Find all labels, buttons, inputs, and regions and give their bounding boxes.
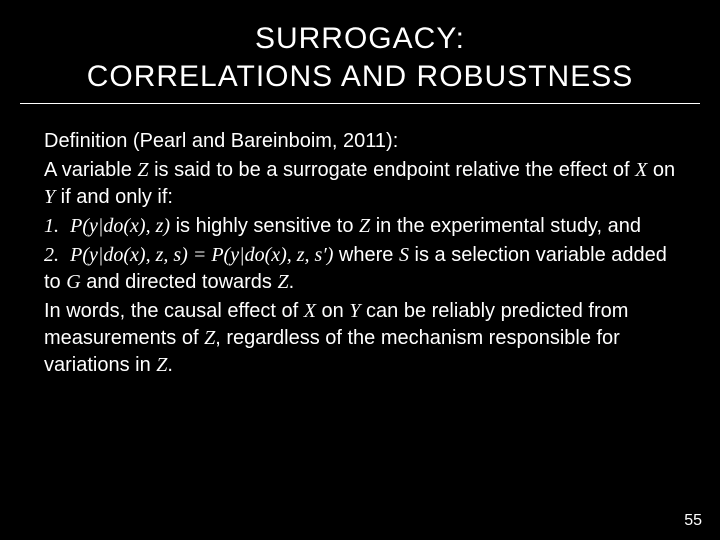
slide: SURROGACY: CORRELATIONS AND ROBUSTNESS D… <box>0 0 720 540</box>
text: is highly sensitive to <box>170 215 359 237</box>
item-number: 1. <box>44 215 59 237</box>
text: and directed towards <box>81 271 278 293</box>
definition-lead: A variable Z is said to be a surrogate e… <box>44 157 676 211</box>
title-line-1: SURROGACY: <box>0 20 720 58</box>
page-number: 55 <box>684 512 702 530</box>
text: A variable <box>44 159 137 181</box>
text: is said to be a surrogate endpoint relat… <box>149 159 636 181</box>
text: if and only if: <box>55 186 173 208</box>
item-number: 2. <box>44 244 59 266</box>
text: In words, the causal effect of <box>44 300 304 322</box>
var-x: X <box>635 159 647 181</box>
text: where <box>333 244 399 266</box>
text: on <box>647 159 675 181</box>
math-rhs: P(y|do(x), z, s′) <box>211 244 333 266</box>
var-x: X <box>304 300 316 322</box>
text: . <box>167 354 173 376</box>
text: . <box>289 271 295 293</box>
var-s: S <box>399 244 409 266</box>
math-lhs: P(y|do(x), z, s) <box>70 244 188 266</box>
var-g: G <box>66 271 80 293</box>
var-z: Z <box>204 327 215 349</box>
list-item-1: 1. P(y|do(x), z) is highly sensitive to … <box>44 213 676 240</box>
var-z: Z <box>156 354 167 376</box>
text: in the experimental study, and <box>370 215 641 237</box>
math-expr: P(y|do(x), z) <box>70 215 170 237</box>
definition-heading: Definition (Pearl and Bareinboim, 2011): <box>44 128 676 155</box>
title-block: SURROGACY: CORRELATIONS AND ROBUSTNESS <box>0 0 720 95</box>
var-z: Z <box>277 271 288 293</box>
title-line-2: CORRELATIONS AND ROBUSTNESS <box>0 58 720 96</box>
var-z: Z <box>137 159 148 181</box>
math-eq: = <box>188 244 212 266</box>
list-item-2: 2. P(y|do(x), z, s) = P(y|do(x), z, s′) … <box>44 242 676 296</box>
var-z: Z <box>359 215 370 237</box>
body-text: Definition (Pearl and Bareinboim, 2011):… <box>0 104 720 379</box>
conclusion: In words, the causal effect of X on Y ca… <box>44 298 676 379</box>
text: on <box>316 300 349 322</box>
var-y: Y <box>349 300 360 322</box>
var-y: Y <box>44 186 55 208</box>
